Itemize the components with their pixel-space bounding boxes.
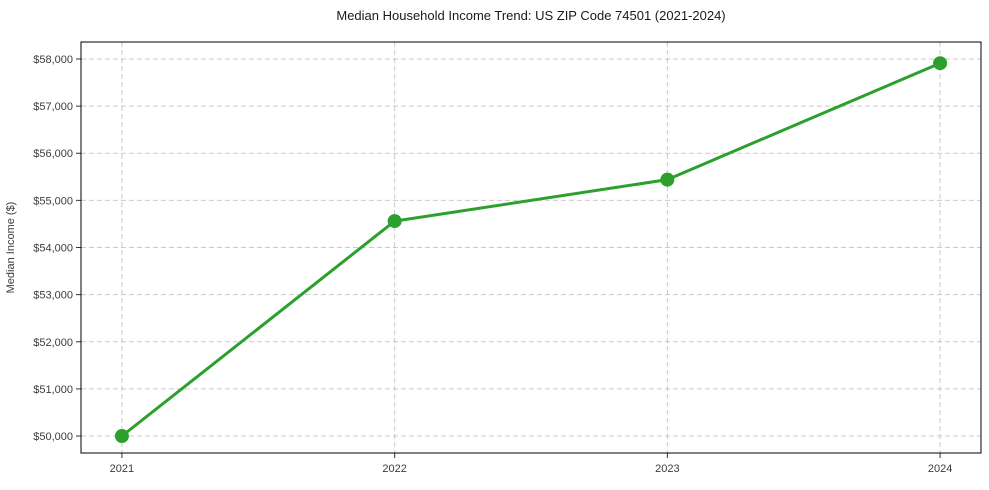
y-tick-label: $53,000 [33,290,73,302]
data-point [933,56,948,71]
x-tick-label: 2023 [655,463,679,475]
plot-border [80,41,982,454]
y-tick-label: $55,000 [33,195,73,207]
x-tick-label: 2022 [382,463,406,475]
axis-ticks: $50,000 $51,000 $52,000 $53,000 $54,000 $55,0… [33,54,952,475]
y-tick-label: $57,000 [33,101,73,113]
data-point [660,172,675,187]
data-point [387,214,402,229]
trend-line [120,61,942,438]
y-tick-label: $58,000 [33,54,73,66]
data-series [114,56,948,444]
y-tick-label: $51,000 [33,384,73,396]
y-tick-label: $54,000 [33,243,73,255]
y-tick-label: $50,000 [33,431,73,443]
y-tick-label: $52,000 [33,337,73,349]
x-tick-label: 2024 [928,463,952,475]
data-point [114,429,129,444]
chart-title: Median Household Income Trend: US ZIP Co… [336,8,725,23]
y-axis-label: Median Income ($) [5,202,17,294]
x-tick-label: 2021 [110,463,134,475]
y-tick-label: $56,000 [33,148,73,160]
